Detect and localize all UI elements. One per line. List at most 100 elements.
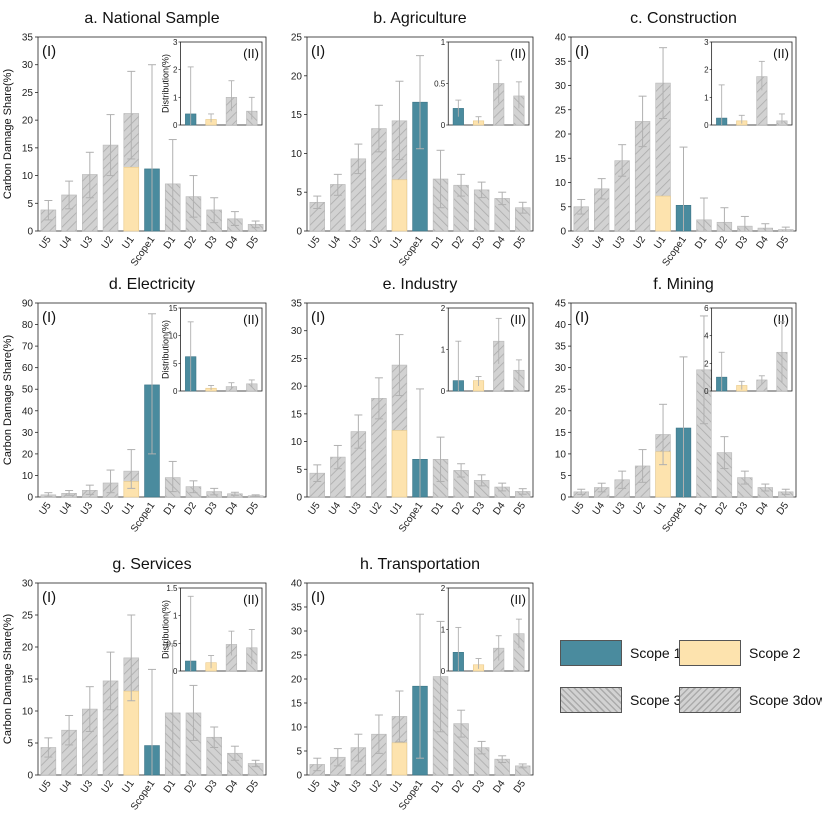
inset-label: (II) (243, 46, 259, 61)
x-tick-label: U2 (632, 234, 649, 251)
x-tick-label: U2 (100, 500, 117, 517)
y-tick-label: 35 (22, 33, 34, 44)
bar-scope2-u1 (391, 430, 408, 498)
inset-y-tick-label: 1.5 (166, 584, 178, 593)
y-tick-label: 40 (291, 579, 303, 590)
x-tick-label: D4 (224, 778, 241, 795)
x-tick-label: D1 (693, 500, 710, 517)
inset-panel: 0 1 2 (II) (441, 584, 530, 676)
inset-panel: 0 5 10 15 Distribution(%) (II) (161, 304, 263, 396)
x-tick-label: D5 (245, 234, 262, 251)
x-tick-label: U3 (347, 500, 364, 517)
legend-swatch-scope3up (560, 687, 622, 713)
y-tick-label: 35 (555, 57, 567, 68)
chart-title: h. Transportation (360, 556, 480, 573)
inset-y-tick-label: 1 (173, 612, 178, 621)
y-axis-label: Carbon Damage Share(%) (2, 614, 14, 744)
x-tick-label: U2 (100, 234, 117, 251)
x-tick-label: U2 (632, 500, 649, 517)
y-tick-label: 40 (22, 406, 34, 417)
x-tick-label: U1 (120, 234, 137, 251)
inset-y-tick-label: 6 (704, 304, 709, 313)
y-tick-label: 25 (291, 354, 303, 365)
y-tick-label: 35 (291, 299, 303, 310)
chart-title: a. National Sample (84, 10, 219, 27)
inset-label: (II) (510, 312, 526, 327)
x-tick-label: D1 (430, 778, 447, 795)
x-tick-label: D5 (512, 778, 529, 795)
y-tick-label: 25 (291, 33, 303, 44)
y-tick-label: 80 (22, 320, 34, 331)
x-tick-label: D3 (203, 234, 220, 251)
inset-panel: 0 2 4 6 (II) (704, 304, 793, 396)
y-tick-label: 40 (555, 33, 567, 44)
x-tick-label: U2 (368, 234, 385, 251)
y-tick-label: 10 (22, 707, 34, 718)
inset-y-tick-label: 2 (441, 304, 446, 313)
y-tick-label: 90 (22, 299, 34, 310)
inset-y-tick-label: 2 (173, 66, 178, 75)
inset-y-tick-label: 0 (441, 667, 446, 676)
x-tick-label: U1 (652, 234, 669, 251)
x-tick-label: D5 (245, 500, 262, 517)
x-tick-label: U1 (120, 778, 137, 795)
x-tick-label: D2 (714, 500, 731, 517)
x-tick-label: D2 (450, 778, 467, 795)
panel-label: (I) (311, 309, 325, 326)
x-tick-label: D5 (775, 234, 792, 251)
y-tick-label: 15 (291, 110, 303, 121)
y-tick-label: 15 (291, 409, 303, 420)
y-tick-label: 15 (555, 428, 567, 439)
inset-y-tick-label: 10 (169, 332, 178, 341)
legend-label-scope1: Scope 1 (630, 645, 682, 661)
inset-frame (711, 41, 793, 126)
inset-label: (II) (243, 312, 259, 327)
x-tick-label: D1 (430, 234, 447, 251)
chart-title: d. Electricity (109, 276, 195, 293)
x-tick-label: D2 (183, 778, 200, 795)
y-tick-label: 15 (291, 699, 303, 710)
x-tick-label: D4 (224, 500, 241, 517)
x-tick-label: U5 (37, 234, 54, 251)
x-tick-label: U5 (306, 778, 323, 795)
y-tick-label: 20 (22, 116, 34, 127)
x-tick-label: D4 (491, 500, 508, 517)
legend-item-scope1: Scope 1 (560, 640, 681, 666)
y-tick-label: 5 (296, 465, 302, 476)
inset-y-tick-label: 2 (704, 359, 709, 368)
x-tick-label: D2 (183, 500, 200, 517)
y-tick-label: 30 (22, 579, 34, 590)
inset-y-tick-label: 1 (441, 346, 446, 355)
x-tick-label: U4 (591, 234, 608, 251)
x-tick-label: U4 (58, 778, 75, 795)
chart-title: b. Agriculture (373, 10, 466, 27)
legend-item-scope3up: Scope 3up (560, 687, 697, 713)
panel-label: (I) (311, 589, 325, 606)
bar-scope2-u1 (123, 166, 140, 232)
inset-y-tick-label: 0 (441, 387, 446, 396)
x-tick-label: U2 (100, 778, 117, 795)
inset-label: (II) (773, 312, 789, 327)
y-tick-label: 10 (555, 449, 567, 460)
inset-y-tick-label: 1 (704, 93, 709, 102)
x-tick-label: U4 (327, 234, 344, 251)
x-tick-label: U5 (306, 234, 323, 251)
y-tick-label: 10 (22, 471, 34, 482)
y-tick-label: 5 (27, 739, 33, 750)
y-tick-label: 70 (22, 342, 34, 353)
panel-label: (I) (311, 43, 325, 60)
x-tick-label: D5 (775, 500, 792, 517)
x-tick-label: U1 (389, 778, 406, 795)
x-tick-label: D3 (734, 234, 751, 251)
y-tick-label: 25 (291, 651, 303, 662)
legend-item-scope2: Scope 2 (679, 640, 800, 666)
inset-y-tick-label: 2 (441, 584, 446, 593)
y-tick-label: 0 (296, 227, 302, 238)
x-tick-label: D2 (714, 234, 731, 251)
chart-title: f. Mining (653, 276, 713, 293)
y-tick-label: 0 (27, 771, 33, 782)
panel-label: (I) (42, 43, 56, 60)
